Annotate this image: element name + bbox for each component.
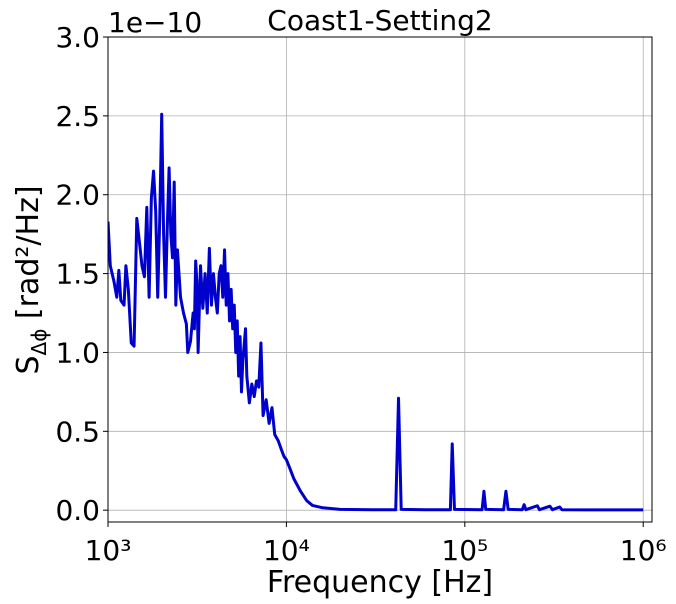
x-tick-label: 10⁶: [620, 534, 667, 567]
y-tick-label: 0.5: [55, 415, 100, 448]
y-label-part: S: [11, 355, 46, 374]
x-tick-label: 10⁵: [441, 534, 488, 567]
x-tick-label: 10³: [85, 534, 132, 567]
x-tick-label: 10⁴: [263, 534, 310, 567]
y-tick-label: 0.0: [55, 494, 100, 527]
y-axis-label: SΔϕ [rad²/Hz]: [11, 185, 51, 374]
y-label-part: [rad²/Hz]: [11, 185, 46, 328]
y-tick-label: 1.5: [55, 258, 100, 291]
plot-frame: [107, 36, 653, 523]
chart-title: Coast1-Setting2: [267, 4, 492, 37]
y-tick-label: 2.5: [55, 100, 100, 133]
offset-text: 1e−10: [108, 6, 202, 39]
data-line: [108, 112, 644, 512]
y-label-sub: Δϕ: [27, 329, 51, 356]
x-axis-label: Frequency [Hz]: [267, 565, 493, 600]
y-tick-label: 1.0: [55, 336, 100, 369]
y-tick-label: 2.0: [55, 179, 100, 212]
y-tick-label: 3.0: [55, 21, 100, 54]
